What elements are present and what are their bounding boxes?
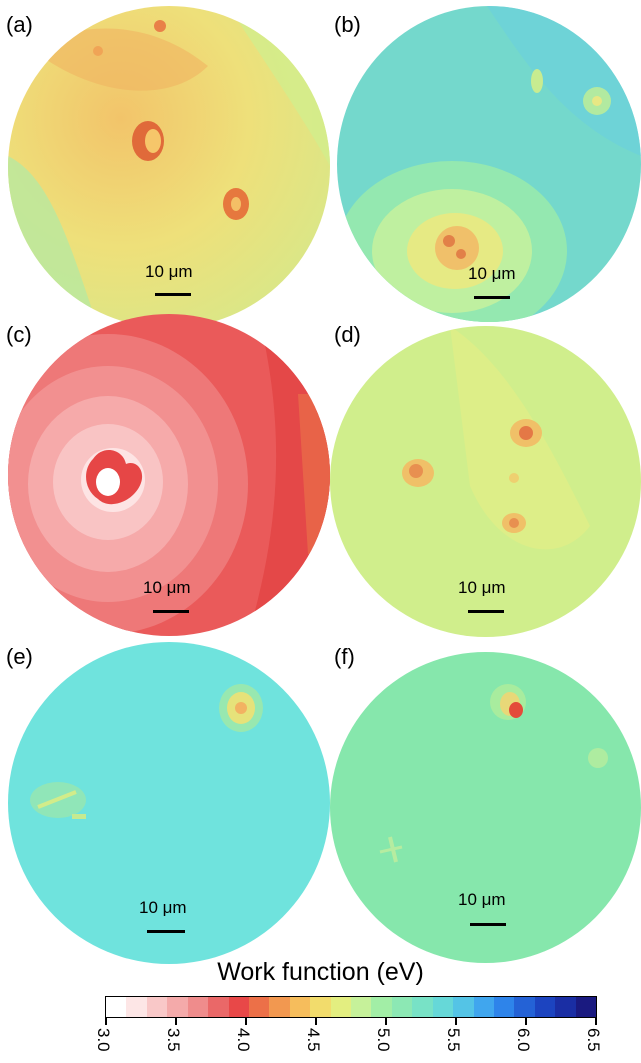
panel-label-f: (f) — [334, 644, 355, 669]
colorbar-tick — [105, 1018, 107, 1025]
scale-bar-label-c: 10 μm — [143, 578, 191, 597]
colorbar — [105, 996, 597, 1018]
colorbar-segment — [453, 997, 474, 1017]
colorbar-tick-label: 5.5 — [444, 1028, 463, 1052]
colorbar-title: Work function (eV) — [217, 958, 424, 986]
scale-bar-f — [470, 923, 506, 926]
colorbar-segment — [514, 997, 535, 1017]
map-panel-e — [8, 642, 330, 964]
colorbar-segment — [371, 997, 392, 1017]
colorbar-segment — [432, 997, 454, 1017]
colorbar-segment — [126, 997, 147, 1017]
panel-label-a: (a) — [6, 12, 33, 37]
colorbar-segment — [330, 997, 352, 1017]
colorbar-segment — [228, 997, 249, 1017]
colorbar-tick-label: 6.5 — [584, 1028, 603, 1052]
colorbar-segment — [146, 997, 168, 1017]
colorbar-segment — [187, 997, 209, 1017]
map-panel-f — [330, 652, 641, 963]
colorbar-segment — [269, 997, 290, 1017]
colorbar-tick — [245, 1018, 247, 1025]
scale-bar-label-d: 10 μm — [458, 578, 506, 597]
scale-bar-c — [153, 610, 189, 613]
colorbar-tick-label: 3.5 — [164, 1028, 183, 1052]
colorbar-segment — [494, 997, 515, 1017]
colorbar-segment — [248, 997, 270, 1017]
panel-label-e: (e) — [6, 644, 33, 669]
colorbar-tick — [385, 1018, 387, 1025]
scale-bar-e — [147, 930, 185, 933]
colorbar-segment — [289, 997, 311, 1017]
colorbar-segment — [534, 997, 556, 1017]
colorbar-segment — [208, 997, 229, 1017]
scale-bar-label-b: 10 μm — [468, 264, 516, 283]
scale-bar-a — [155, 293, 191, 296]
colorbar-tick — [525, 1018, 527, 1025]
colorbar-tick — [455, 1018, 457, 1025]
colorbar-tick-label: 6.0 — [514, 1028, 533, 1052]
scale-bar-label-f: 10 μm — [458, 890, 506, 909]
colorbar-segment — [351, 997, 372, 1017]
colorbar-tick — [175, 1018, 177, 1025]
colorbar-tick-label: 4.0 — [234, 1028, 253, 1052]
colorbar-tick — [315, 1018, 317, 1025]
scale-bar-label-e: 10 μm — [139, 898, 187, 917]
colorbar-segment — [473, 997, 495, 1017]
colorbar-segment — [575, 997, 597, 1017]
scale-bar-d — [468, 610, 504, 613]
colorbar-tick-label: 3.0 — [94, 1028, 113, 1052]
panel-label-b: (b) — [334, 12, 361, 37]
colorbar-tick — [595, 1018, 597, 1025]
scale-bar-b — [474, 296, 510, 299]
panel-label-d: (d) — [334, 322, 361, 347]
colorbar-segment — [167, 997, 188, 1017]
map-panel-d — [330, 326, 641, 637]
scale-bar-label-a: 10 μm — [145, 262, 193, 281]
colorbar-tick-label: 4.5 — [304, 1028, 323, 1052]
colorbar-segment — [412, 997, 433, 1017]
colorbar-segment — [310, 997, 331, 1017]
colorbar-tick-label: 5.0 — [374, 1028, 393, 1052]
colorbar-segment — [106, 997, 127, 1017]
colorbar-segment — [391, 997, 413, 1017]
map-panel-b — [337, 6, 641, 322]
colorbar-segment — [555, 997, 576, 1017]
panel-label-c: (c) — [6, 322, 32, 347]
